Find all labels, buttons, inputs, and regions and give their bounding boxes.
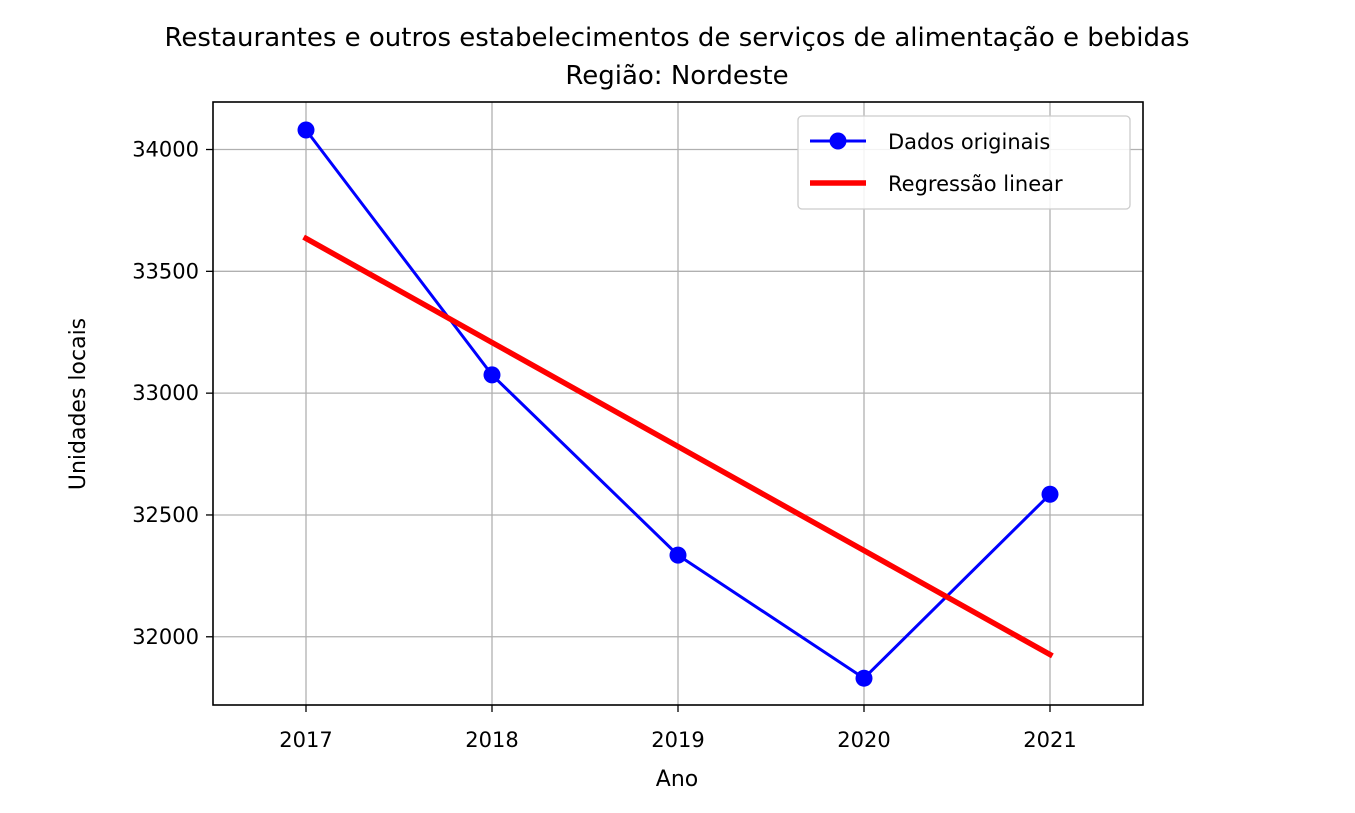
plot-series <box>297 121 1059 687</box>
data-point-dados-originais <box>1041 485 1059 503</box>
legend-label-dados-originais: Dados originais <box>888 130 1050 154</box>
data-point-dados-originais <box>669 546 687 564</box>
x-tick-label: 2017 <box>279 728 332 752</box>
y-tick-label: 33500 <box>132 259 199 283</box>
y-tick-label: 33000 <box>132 381 199 405</box>
y-tick-label: 34000 <box>132 138 199 162</box>
legend-swatch-marker-dados-originais <box>829 132 847 150</box>
legend-box <box>797 115 1131 210</box>
x-tick-label: 2018 <box>465 728 518 752</box>
x-tick-label: 2021 <box>1023 728 1076 752</box>
y-tick-label: 32500 <box>132 503 199 527</box>
series-line-regressao-linear <box>302 234 1054 659</box>
chart-subtitle: Região: Nordeste <box>565 61 788 91</box>
x-axis-label: Ano <box>656 767 698 792</box>
x-tick-label: 2020 <box>837 728 890 752</box>
data-point-dados-originais <box>855 669 873 687</box>
legend-label-regressao-linear: Regressão linear <box>888 172 1063 196</box>
axis-ticks: 2017 2018 2019 2020 2021 32000 32500 33000 33500… <box>132 138 1077 752</box>
x-tick-label: 2019 <box>651 728 704 752</box>
legend: Dados originais Regressão linear <box>797 115 1131 210</box>
data-point-dados-originais <box>297 121 315 139</box>
data-point-dados-originais <box>483 366 501 384</box>
chart-title: Restaurantes e outros estabelecimentos d… <box>164 23 1189 53</box>
y-axis-label: Unidades locais <box>66 318 91 490</box>
y-tick-label: 32000 <box>132 625 199 649</box>
